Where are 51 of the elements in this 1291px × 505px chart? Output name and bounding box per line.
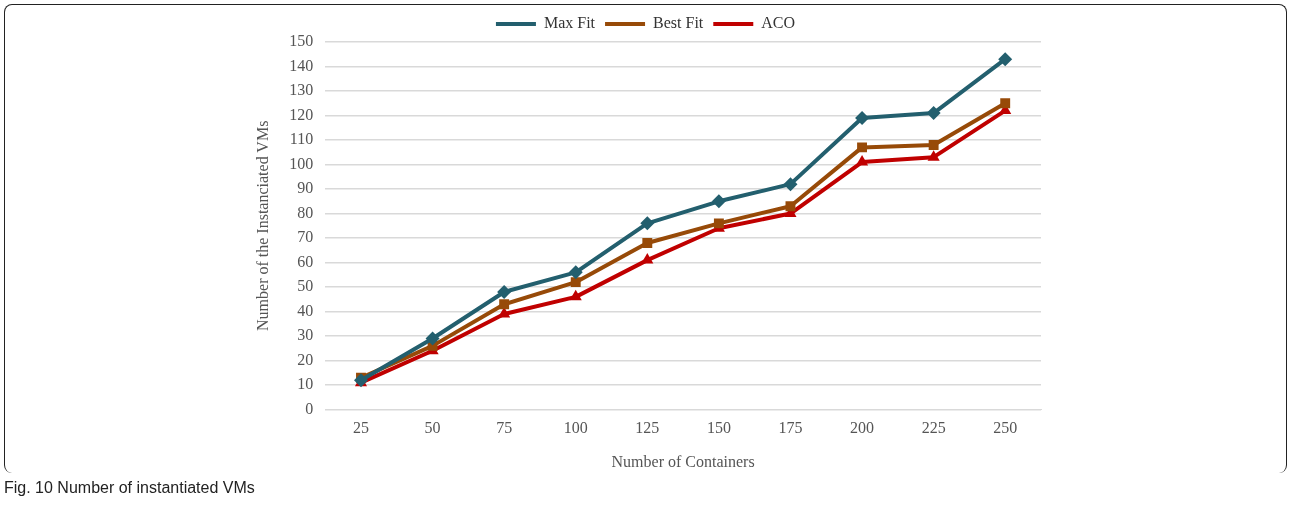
point [998,52,1013,67]
y-tick-label: 90 [297,179,314,197]
point [425,331,440,346]
y-tick-label: 40 [297,301,314,319]
legend-label: Best Fit [653,14,704,32]
y-tick-label: 10 [297,375,314,393]
point [1000,98,1011,109]
point [855,155,869,166]
point [927,150,940,161]
y-axis-title: Number of the Instanciated VMs [253,120,271,331]
point [855,110,870,125]
x-tick-label: 225 [921,419,946,437]
point [497,284,512,299]
point [642,238,653,248]
x-tick-label: 50 [424,419,441,437]
y-tick-label: 0 [305,399,314,417]
point [926,106,941,121]
point [857,142,867,153]
y-tick-label: 70 [297,228,314,246]
caption: Fig. 10 Number of instantiated VMs [4,479,255,497]
y-tick-label: 120 [289,105,314,123]
y-tick-label: 150 [289,32,314,50]
point [569,289,582,301]
x-tick-label: 100 [563,419,588,437]
point [928,139,939,150]
point [785,201,796,212]
x-tick-label: 150 [706,419,731,437]
point [499,299,510,310]
y-tick-label: 100 [289,154,314,172]
legend-label: Max Fit [543,14,596,32]
x-tick-label: 200 [850,419,875,437]
y-tick-label: 110 [289,130,314,148]
legend-label: ACO [761,14,796,32]
y-tick-label: 130 [289,81,314,99]
x-tick-label: 25 [352,419,369,437]
y-tick-label: 30 [297,326,314,344]
point [640,216,655,231]
point [570,277,581,288]
x-tick-label: 125 [635,419,660,437]
x-tick-label: 175 [778,419,803,437]
x-tick-label: 250 [993,419,1018,437]
point [568,265,583,280]
y-tick-label: 20 [297,350,314,368]
y-tick-label: 50 [297,277,314,295]
y-tick-label: 140 [289,56,314,74]
x-axis-title: Number of Containers [611,452,755,470]
point [711,194,726,209]
y-tick-label: 60 [297,252,314,270]
point [783,177,798,192]
x-tick-label: 75 [496,419,513,437]
y-tick-label: 80 [297,203,314,221]
